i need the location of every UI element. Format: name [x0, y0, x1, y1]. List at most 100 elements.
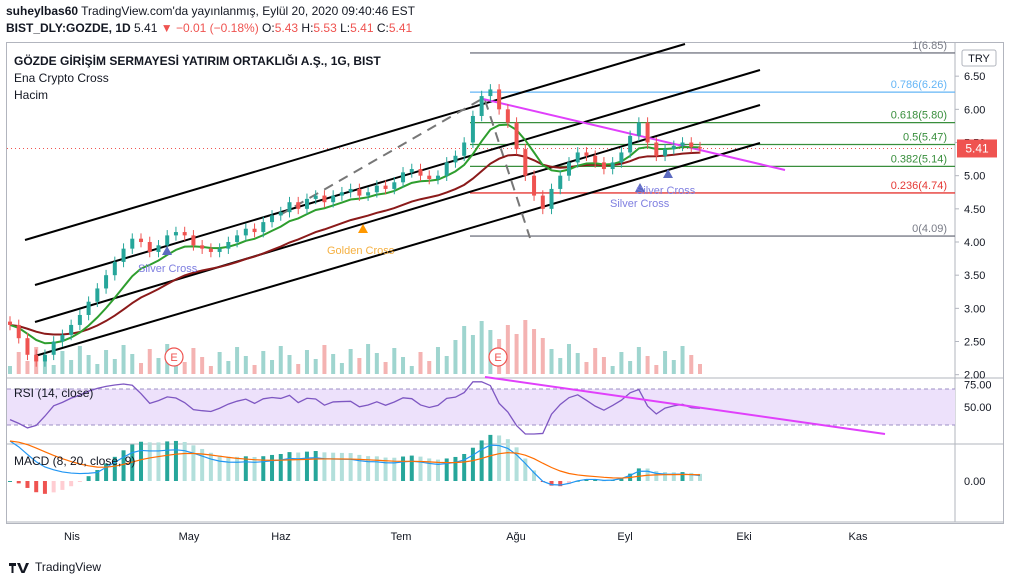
candle: [689, 137, 694, 153]
indicator-macd[interactable]: MACD (8, 20, close, 9): [14, 454, 136, 468]
down-arrow-icon: ▼: [160, 21, 173, 35]
cross-marker-icon: [358, 224, 368, 233]
chart-title: GÖZDE GİRİŞİM SERMAYESİ YATIRIM ORTAKLIĞ…: [14, 54, 381, 68]
last-price-badge-label: 5.41: [965, 141, 989, 155]
candle-body: [558, 175, 563, 189]
macd-histogram-bar: [401, 456, 406, 481]
candle: [698, 141, 702, 154]
volume-bar: [462, 326, 467, 374]
indicator-volume[interactable]: Hacim: [14, 88, 49, 102]
candle-body: [584, 152, 589, 156]
macd-histogram-bar: [392, 457, 397, 481]
trend-channel-line: [24, 43, 686, 241]
macd-histogram-bar: [60, 481, 65, 490]
volume-bar: [435, 347, 440, 374]
volume-bar: [348, 349, 353, 374]
macd-histogram-bar: [348, 453, 353, 481]
candle: [261, 216, 266, 238]
volume-bar: [235, 347, 240, 374]
candle: [200, 240, 205, 254]
candle: [505, 104, 510, 128]
macd-histogram-bar: [287, 452, 292, 481]
candle: [462, 137, 467, 162]
macd-histogram-bar: [69, 481, 74, 487]
candle-body: [523, 149, 528, 176]
price-tick-label: 5.00: [964, 171, 985, 183]
candle-body: [165, 235, 170, 246]
volume-bar: [671, 360, 676, 374]
candle: [8, 316, 12, 331]
time-axis-label: May: [179, 531, 200, 543]
candle: [497, 84, 502, 115]
candle-body: [532, 175, 537, 196]
volume-bar: [514, 334, 519, 374]
chart-frame[interactable]: [6, 42, 1004, 524]
candle-body: [566, 162, 571, 176]
close-label: C:: [376, 21, 389, 35]
candle-body: [619, 152, 624, 163]
candle: [671, 140, 676, 155]
candle-body: [470, 115, 475, 143]
candle-body: [366, 192, 371, 196]
time-axis-label: Haz: [271, 531, 291, 543]
macd-histogram-bar: [636, 468, 641, 481]
candle: [601, 157, 606, 175]
volume-bar: [217, 352, 222, 374]
volume-bar: [584, 362, 589, 374]
dashed-trend-line: [279, 99, 481, 216]
candle: [374, 180, 379, 198]
indicator-ena-crypto-cross[interactable]: Ena Crypto Cross: [14, 71, 109, 85]
macd-histogram-bar: [322, 452, 327, 481]
time-axis-label: Eyl: [617, 531, 632, 543]
volume-bar: [77, 346, 82, 374]
candle-body: [287, 202, 292, 213]
fib-level-label: 0.786(6.26): [891, 79, 947, 91]
macd-histogram-bar: [261, 456, 266, 481]
candle: [156, 240, 161, 258]
time-axis-label: Nis: [64, 531, 80, 543]
macd-histogram-bar: [226, 456, 231, 481]
volume-bar: [304, 350, 309, 374]
candle-body: [95, 288, 100, 302]
volume-bar: [331, 354, 336, 374]
macd-histogram-bar: [235, 456, 240, 481]
candle: [383, 180, 388, 195]
macd-histogram-bar: [243, 456, 248, 481]
volume-bar: [296, 364, 301, 374]
volume-bar: [51, 365, 56, 374]
macd-histogram-bar: [104, 463, 109, 481]
candle: [34, 349, 39, 367]
close-value: 5.41: [388, 21, 413, 35]
volume-bar: [339, 363, 344, 374]
candle-body: [243, 228, 248, 236]
candle-body: [104, 275, 109, 289]
candle: [243, 223, 248, 241]
dashed-trend-line: [484, 99, 531, 239]
currency-label: TRY: [968, 53, 990, 65]
candle: [69, 319, 74, 341]
candle: [331, 190, 336, 208]
candle-body: [182, 232, 187, 236]
volume-bar: [69, 360, 74, 374]
candle-body: [34, 354, 39, 362]
candle-body: [392, 182, 397, 189]
candle: [488, 84, 493, 102]
fib-level-label: 0.5(5.47): [903, 131, 947, 143]
candle-body: [663, 149, 668, 156]
symbol-line: BIST_DLY:GOZDE, 1D 5.41 ▼ −0.01 (−0.18%)…: [6, 21, 412, 35]
candle-body: [226, 242, 231, 249]
macd-histogram-bar: [296, 452, 301, 481]
candle: [130, 233, 135, 254]
cross-marker-icon: [663, 169, 673, 178]
volume-bar: [392, 348, 397, 374]
indicator-rsi[interactable]: RSI (14, close): [14, 386, 94, 400]
candle: [532, 170, 537, 201]
price-tick-label: 2.50: [964, 337, 985, 349]
candle-body: [505, 109, 510, 123]
candle: [470, 110, 475, 148]
candle-body: [139, 238, 144, 243]
macd-histogram-bar: [42, 481, 47, 494]
candle: [278, 206, 283, 221]
volume-bar: [322, 345, 327, 374]
